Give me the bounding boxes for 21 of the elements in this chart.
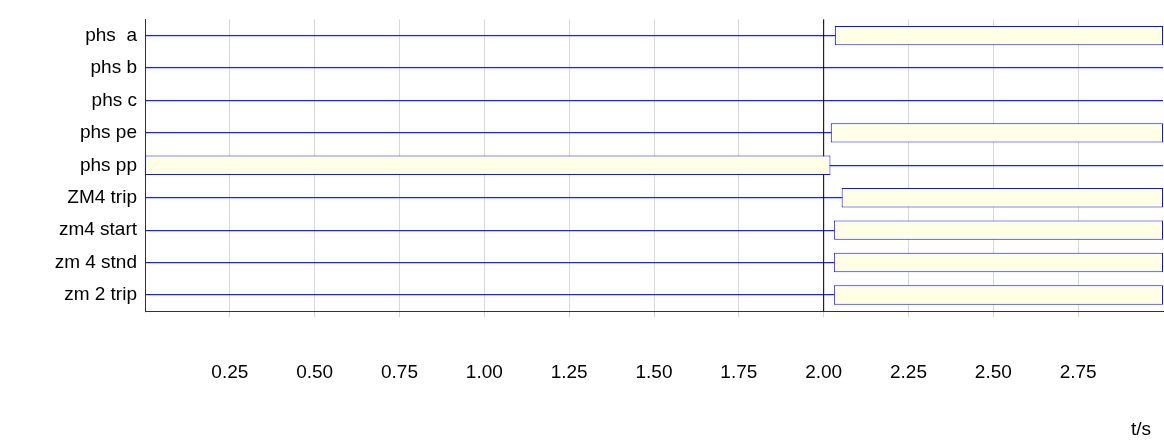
x-tick-label: 2.00 xyxy=(805,360,843,382)
x-tick-label: 1.75 xyxy=(720,360,758,382)
x-tick-label: 1.50 xyxy=(635,360,673,382)
y-tick-label: zm4 start xyxy=(58,218,138,240)
y-tick-label: zm 2 trip xyxy=(64,283,137,305)
y-tick-label: phs pe xyxy=(79,121,137,143)
x-tick-label: 0.50 xyxy=(296,360,334,382)
y-tick-label: phs a xyxy=(85,23,138,45)
x-tick-label: 0.25 xyxy=(211,360,249,382)
x-axis-title: t/s xyxy=(1130,418,1152,440)
y-tick-label: phs pp xyxy=(79,153,137,175)
x-tick-label: 2.50 xyxy=(974,360,1012,382)
y-tick-label: phs b xyxy=(90,56,137,78)
x-tick-label: 1.00 xyxy=(465,360,503,382)
x-tick-label: 2.75 xyxy=(1059,360,1097,382)
x-tick-label: 2.25 xyxy=(890,360,927,382)
y-tick-label: zm 4 stnd xyxy=(54,250,137,272)
x-tick-label: 0.75 xyxy=(381,360,418,382)
y-tick-label: ZM4 trip xyxy=(67,185,137,207)
y-tick-label: phs c xyxy=(91,88,137,110)
x-tick-label: 1.25 xyxy=(550,360,588,382)
